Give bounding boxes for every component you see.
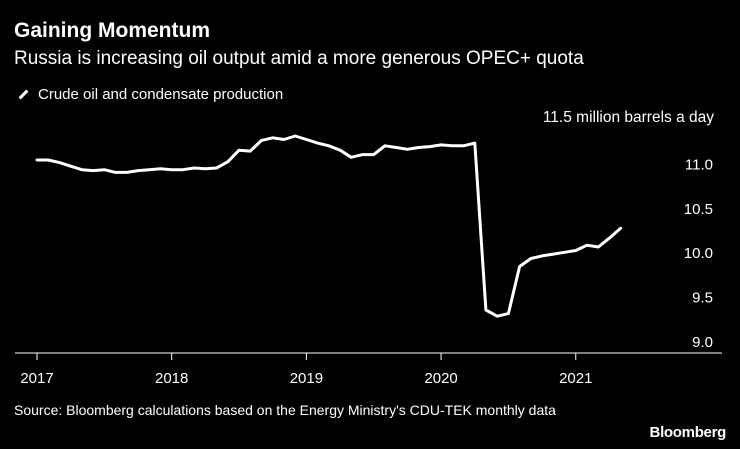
bloomberg-logo: Bloomberg bbox=[649, 424, 727, 441]
y-axis-unit-label: 11.5 million barrels a day bbox=[542, 109, 714, 126]
chart-subtitle: Russia is increasing oil output amid a m… bbox=[14, 48, 584, 69]
x-tick-label: 2019 bbox=[290, 370, 323, 387]
y-tick-label: 9.0 bbox=[692, 334, 713, 351]
chart-title: Gaining Momentum bbox=[14, 19, 210, 42]
y-tick-label: 9.5 bbox=[692, 290, 713, 307]
source-note: Source: Bloomberg calculations based on … bbox=[14, 402, 556, 418]
x-tick-label: 2020 bbox=[424, 370, 457, 387]
x-tick-label: 2018 bbox=[155, 370, 188, 387]
y-tick-label: 10.0 bbox=[684, 245, 713, 262]
series-line-production bbox=[35, 134, 623, 318]
y-tick-label: 10.5 bbox=[684, 201, 713, 218]
legend: Crude oil and condensate production bbox=[16, 86, 283, 103]
legend-label: Crude oil and condensate production bbox=[38, 86, 284, 103]
x-tick-label: 2017 bbox=[20, 370, 53, 387]
x-tick-label: 2021 bbox=[559, 370, 592, 387]
y-tick-label: 11.0 bbox=[685, 156, 713, 173]
